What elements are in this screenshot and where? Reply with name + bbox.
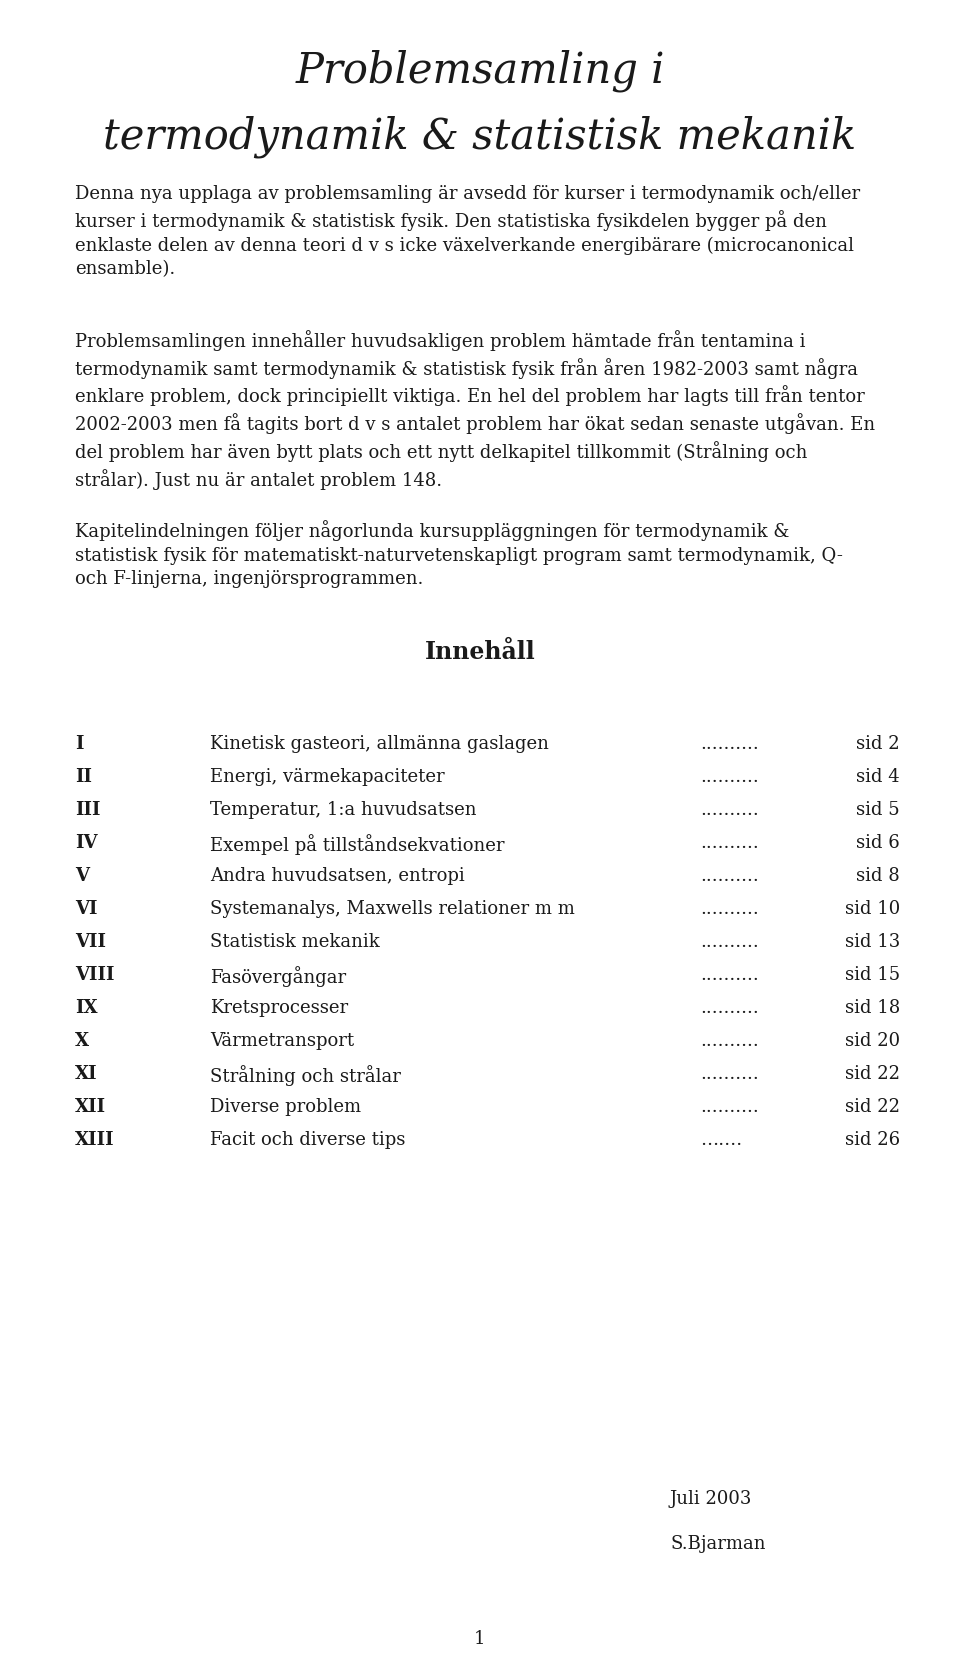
Text: II: II: [75, 767, 92, 786]
Text: Denna nya upplaga av problemsamling är avsedd för kurser i termodynamik och/elle: Denna nya upplaga av problemsamling är a…: [75, 186, 860, 278]
Text: V: V: [75, 868, 89, 884]
Text: Diverse problem: Diverse problem: [210, 1099, 361, 1115]
Text: S.Bjarman: S.Bjarman: [670, 1535, 765, 1553]
Text: ..........: ..........: [700, 1032, 758, 1050]
Text: sid 4: sid 4: [856, 767, 900, 786]
Text: termodynamik & statistisk mekanik: termodynamik & statistisk mekanik: [104, 115, 856, 157]
Text: VIII: VIII: [75, 966, 114, 985]
Text: III: III: [75, 801, 101, 819]
Text: Facit och diverse tips: Facit och diverse tips: [210, 1130, 405, 1149]
Text: Andra huvudsatsen, entropi: Andra huvudsatsen, entropi: [210, 868, 465, 884]
Text: ..........: ..........: [700, 736, 758, 752]
Text: Problemsamling i: Problemsamling i: [296, 50, 664, 92]
Text: Strålning och strålar: Strålning och strålar: [210, 1065, 401, 1085]
Text: Kinetisk gasteori, allmänna gaslagen: Kinetisk gasteori, allmänna gaslagen: [210, 736, 549, 752]
Text: IX: IX: [75, 998, 98, 1017]
Text: VI: VI: [75, 900, 98, 918]
Text: ..........: ..........: [700, 900, 758, 918]
Text: XI: XI: [75, 1065, 98, 1083]
Text: ..........: ..........: [700, 834, 758, 853]
Text: sid 18: sid 18: [845, 998, 900, 1017]
Text: sid 26: sid 26: [845, 1130, 900, 1149]
Text: Kapitelindelningen följer någorlunda kursuppläggningen för termodynamik &
statis: Kapitelindelningen följer någorlunda kur…: [75, 520, 843, 589]
Text: sid 8: sid 8: [856, 868, 900, 884]
Text: sid 10: sid 10: [845, 900, 900, 918]
Text: sid 13: sid 13: [845, 933, 900, 951]
Text: I: I: [75, 736, 84, 752]
Text: X: X: [75, 1032, 89, 1050]
Text: Fasövergångar: Fasövergångar: [210, 966, 347, 986]
Text: Systemanalys, Maxwells relationer m m: Systemanalys, Maxwells relationer m m: [210, 900, 575, 918]
Text: ..........: ..........: [700, 801, 758, 819]
Text: …….: …….: [700, 1130, 742, 1149]
Text: Kretsprocesser: Kretsprocesser: [210, 998, 348, 1017]
Text: sid 22: sid 22: [845, 1099, 900, 1115]
Text: Innehåll: Innehåll: [424, 640, 536, 664]
Text: ..........: ..........: [700, 868, 758, 884]
Text: Exempel på tillståndsekvationer: Exempel på tillståndsekvationer: [210, 834, 505, 854]
Text: ..........: ..........: [700, 933, 758, 951]
Text: XIII: XIII: [75, 1130, 114, 1149]
Text: ..........: ..........: [700, 998, 758, 1017]
Text: ..........: ..........: [700, 966, 758, 985]
Text: sid 6: sid 6: [856, 834, 900, 853]
Text: Energi, värmekapaciteter: Energi, värmekapaciteter: [210, 767, 444, 786]
Text: ..........: ..........: [700, 1065, 758, 1083]
Text: XII: XII: [75, 1099, 107, 1115]
Text: VII: VII: [75, 933, 106, 951]
Text: Värmetransport: Värmetransport: [210, 1032, 354, 1050]
Text: sid 22: sid 22: [845, 1065, 900, 1083]
Text: 1: 1: [474, 1630, 486, 1649]
Text: IV: IV: [75, 834, 98, 853]
Text: sid 2: sid 2: [856, 736, 900, 752]
Text: ..........: ..........: [700, 1099, 758, 1115]
Text: Problemsamlingen innehåller huvudsakligen problem hämtade från tentamina i
termo: Problemsamlingen innehåller huvudsaklige…: [75, 329, 876, 490]
Text: ..........: ..........: [700, 767, 758, 786]
Text: sid 20: sid 20: [845, 1032, 900, 1050]
Text: Temperatur, 1:a huvudsatsen: Temperatur, 1:a huvudsatsen: [210, 801, 476, 819]
Text: sid 5: sid 5: [856, 801, 900, 819]
Text: Statistisk mekanik: Statistisk mekanik: [210, 933, 380, 951]
Text: sid 15: sid 15: [845, 966, 900, 985]
Text: Juli 2003: Juli 2003: [670, 1490, 753, 1508]
